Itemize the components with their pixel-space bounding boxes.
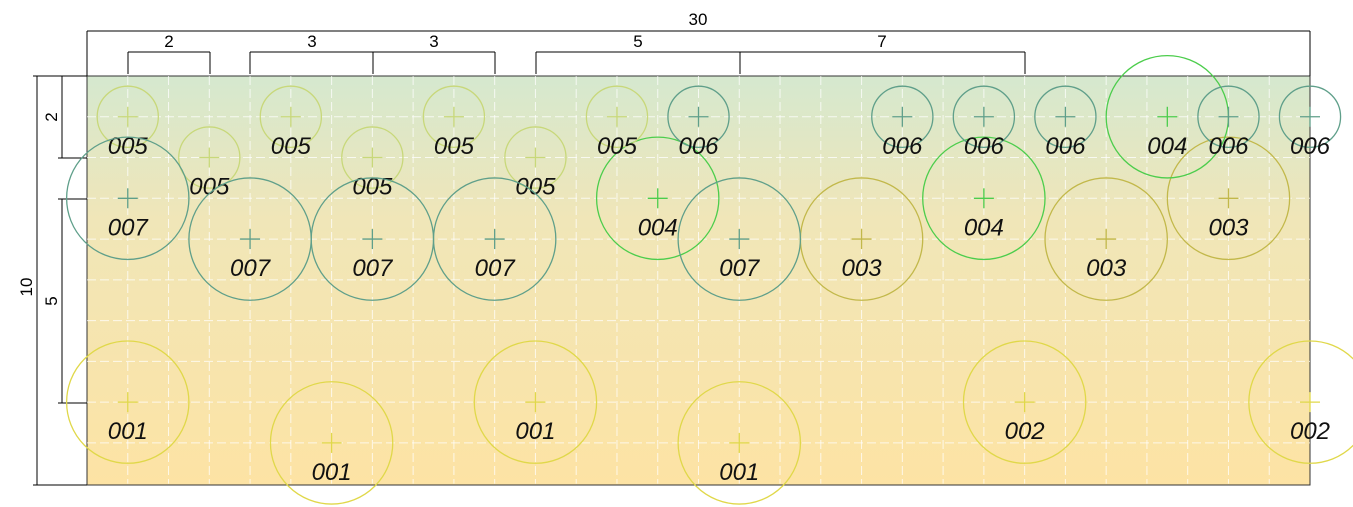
hole-label: 003 <box>842 255 883 282</box>
hole-label: 007 <box>719 255 761 282</box>
hole-label: 005 <box>515 174 556 201</box>
dimension-top-segments: 2 3 3 5 7 <box>127 32 1026 74</box>
hole-circle <box>341 126 404 189</box>
hole-005-16[interactable]: 005 <box>422 85 486 160</box>
hole-label: 001 <box>515 418 555 445</box>
hole-circle <box>422 85 486 148</box>
hole-label: 007 <box>230 255 272 282</box>
hole-label: 006 <box>1208 133 1249 160</box>
hole-001-0[interactable]: 001 <box>65 340 190 464</box>
hole-circle <box>922 136 1046 261</box>
hole-circle <box>667 85 730 148</box>
hole-circle <box>65 136 190 261</box>
hole-004-10[interactable]: 004 <box>922 136 1046 261</box>
dimension-vertical-5: 5 <box>42 198 87 404</box>
hole-label: 006 <box>678 133 719 160</box>
hole-001-1[interactable]: 001 <box>269 381 394 505</box>
hole-circle <box>1034 85 1097 148</box>
hole-label: 002 <box>1005 418 1045 445</box>
hole-circle <box>871 85 934 148</box>
dimension-vertical-2: 2 <box>42 76 87 159</box>
hole-circle <box>1248 340 1353 464</box>
hole-label: 004 <box>1147 133 1187 160</box>
hole-label: 007 <box>475 255 517 282</box>
hole-004-9[interactable]: 004 <box>595 136 720 261</box>
hole-005-13[interactable]: 005 <box>178 126 241 201</box>
dimension-total-height-label: 10 <box>17 278 36 297</box>
hole-label: 001 <box>312 459 352 486</box>
hole-circle <box>432 177 557 301</box>
hole-005-14[interactable]: 005 <box>259 85 323 160</box>
grid <box>87 76 1310 484</box>
hole-label: 003 <box>1208 214 1249 241</box>
dimension-segment-4-label: 5 <box>633 32 642 51</box>
dimension-segment-5-label: 7 <box>877 32 886 51</box>
hole-label: 007 <box>352 255 394 282</box>
hole-label: 001 <box>108 418 148 445</box>
hole-001-3[interactable]: 001 <box>677 381 802 505</box>
hole-006-24[interactable]: 006 <box>1278 85 1342 160</box>
hole-label: 006 <box>882 133 923 160</box>
hole-label: 005 <box>271 133 312 160</box>
hole-circle <box>259 85 323 148</box>
hole-circle <box>269 381 394 505</box>
dimension-vertical-5-label: 5 <box>42 296 61 305</box>
hole-circle <box>677 381 802 505</box>
hole-label: 002 <box>1290 418 1330 445</box>
hole-007-28[interactable]: 007 <box>432 177 557 301</box>
hole-label: 001 <box>719 459 759 486</box>
hole-007-29[interactable]: 007 <box>677 177 802 301</box>
dimension-total-height: 10 <box>17 75 87 486</box>
dimension-segment-3-label: 3 <box>429 32 438 51</box>
hole-circle <box>1166 136 1291 261</box>
hole-circle <box>1197 85 1260 148</box>
hole-circle <box>504 126 567 189</box>
hole-005-17[interactable]: 005 <box>504 126 567 201</box>
hole-label: 006 <box>1045 133 1086 160</box>
hole-circle <box>65 340 190 464</box>
hole-label: 005 <box>597 133 638 160</box>
hole-003-8[interactable]: 003 <box>1166 136 1291 261</box>
hole-004-11[interactable]: 004 <box>1105 54 1230 179</box>
hole-label: 005 <box>189 174 230 201</box>
hole-label: 007 <box>108 214 150 241</box>
hole-005-18[interactable]: 005 <box>585 85 649 160</box>
hole-circle <box>962 340 1087 464</box>
hole-006-19[interactable]: 006 <box>667 85 730 160</box>
hole-label: 004 <box>964 214 1004 241</box>
holes: 001 001 001 001 002 002 003 003 003 004 004 004 005 0… <box>65 54 1353 505</box>
hole-001-2[interactable]: 001 <box>473 340 598 464</box>
hole-circle <box>1044 177 1168 301</box>
dimension-total-width: 30 <box>86 10 1311 76</box>
dimension-segment-2-label: 3 <box>307 32 316 51</box>
hole-circle <box>595 136 720 261</box>
hole-circle <box>677 177 802 301</box>
hole-label: 003 <box>1086 255 1127 282</box>
hole-002-4[interactable]: 002 <box>962 340 1087 464</box>
hole-label: 004 <box>638 214 678 241</box>
hole-label: 006 <box>1290 133 1331 160</box>
hole-006-21[interactable]: 006 <box>952 85 1016 160</box>
hole-005-15[interactable]: 005 <box>341 126 404 201</box>
hole-002-5[interactable]: 002 <box>1248 340 1353 464</box>
hole-006-23[interactable]: 006 <box>1197 85 1260 160</box>
hole-003-7[interactable]: 003 <box>1044 177 1168 301</box>
hole-006-22[interactable]: 006 <box>1034 85 1097 160</box>
hole-label: 005 <box>434 133 475 160</box>
hole-circle <box>178 126 241 189</box>
hole-circle <box>473 340 598 464</box>
hole-007-25[interactable]: 007 <box>65 136 190 261</box>
hole-circle <box>952 85 1016 148</box>
hole-circle <box>96 85 159 148</box>
hole-label: 006 <box>964 133 1005 160</box>
dimension-total-width-label: 30 <box>689 10 708 29</box>
hole-005-12[interactable]: 005 <box>96 85 159 160</box>
hole-circle <box>1278 85 1342 148</box>
hole-006-20[interactable]: 006 <box>871 85 934 160</box>
hole-circle <box>585 85 649 148</box>
dimension-segment-1-label: 2 <box>164 32 173 51</box>
dimension-vertical-2-label: 2 <box>42 112 61 121</box>
